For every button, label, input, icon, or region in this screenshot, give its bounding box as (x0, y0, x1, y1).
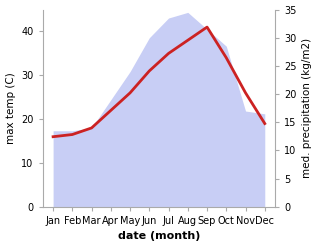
X-axis label: date (month): date (month) (118, 231, 200, 242)
Y-axis label: max temp (C): max temp (C) (5, 72, 16, 144)
Y-axis label: med. precipitation (kg/m2): med. precipitation (kg/m2) (302, 38, 313, 178)
